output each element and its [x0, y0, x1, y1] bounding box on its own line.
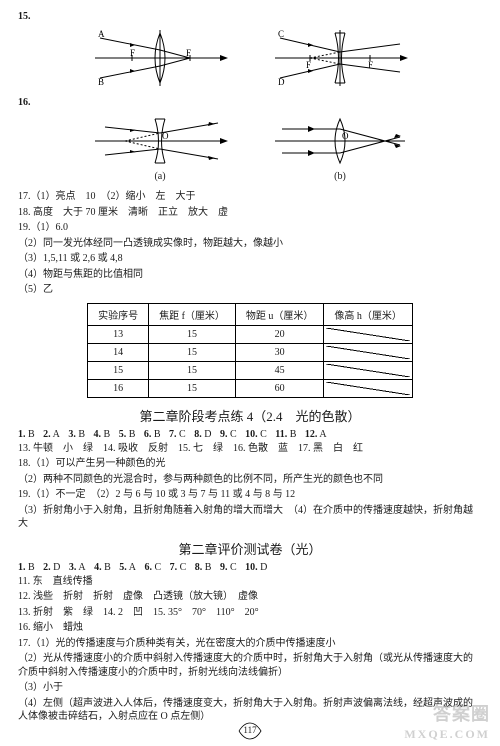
cell-slash: [324, 379, 413, 397]
cell: 60: [235, 379, 324, 397]
cell-slash: [324, 343, 413, 361]
experiment-table: 实验序号 焦距 f（厘米） 物距 u（厘米） 像高 h（厘米） 13 15 20…: [87, 303, 413, 398]
cell: 15: [149, 325, 236, 343]
section-2-4-mc: 1. B 2. A 3. B 4. B 5. B 6. B 7. C 8. D …: [18, 429, 482, 440]
q16-number: 16.: [18, 97, 31, 108]
cell: 20: [235, 325, 324, 343]
cell: 45: [235, 361, 324, 379]
q15-number: 15.: [18, 11, 31, 22]
cell: 15: [149, 379, 236, 397]
q19-5: （5）乙: [18, 283, 482, 297]
cell: 14: [88, 343, 149, 361]
section-2-eval-mc: 1. B 2. D 3. A 4. B 5. A 6. C 7. C 8. B …: [18, 562, 482, 573]
label-F3: F: [306, 60, 311, 70]
cell-slash: [324, 361, 413, 379]
convex-lens-diagram: A B F F: [90, 28, 230, 88]
s2e-q16: 16. 缩小 蜡烛: [18, 621, 482, 635]
th-4: 像高 h（厘米）: [324, 303, 413, 325]
s24-q19: 19.（1）不一定 （2）2 与 6 与 10 或 3 与 7 与 11 或 4…: [18, 488, 482, 502]
cell-slash: [324, 325, 413, 343]
watermark-1: 答案圈: [433, 700, 490, 726]
label-A: A: [98, 29, 105, 39]
label-F1: F: [130, 48, 135, 58]
s2e-q17b: （2）光从传播速度小的介质中斜射入传播速度大的介质中时，折射角大于入射角（或光从…: [18, 652, 482, 679]
q15-diagrams: A B F F C D F F: [18, 28, 482, 88]
cell: 13: [88, 325, 149, 343]
label-B: B: [98, 77, 104, 87]
q16-diagrams: O (a) O (b): [18, 113, 482, 182]
cell: 15: [149, 343, 236, 361]
s2e-q17d: （4）左侧（超声波进入人体后，传播速度变大，折射角大于入射角。折射声波偏离法线，…: [18, 697, 482, 724]
concave-lens-rays-a: O: [90, 113, 230, 168]
section-2-4-title: 第二章阶段考点练 4（2.4 光的色散）: [18, 406, 482, 425]
s2e-q11: 11. 东 直线传播: [18, 575, 482, 589]
s24-q19b: （3）折射角小于入射角，且折射角随着入射角的增大而增大 （4）在介质中的传播速度…: [18, 504, 482, 531]
cell: 16: [88, 379, 149, 397]
label-F4: F: [368, 60, 373, 70]
watermark-2: MXQE.COM: [404, 727, 490, 742]
s2e-q17a: 17.（1）光的传播速度与介质种类有关，光在密度大的介质中传播速度小: [18, 637, 482, 651]
s24-q13: 13. 牛顿 小 绿 14. 吸收 反射 15. 七 绿 16. 色散 蓝 17…: [18, 442, 482, 456]
q19-1: 19.（1）6.0: [18, 221, 482, 235]
q19-2: （2）同一发光体经同一凸透镜成实像时，物距越大，像越小: [18, 237, 482, 251]
page-number: 117: [237, 722, 263, 740]
section-2-eval-title: 第二章评价测试卷（光）: [18, 539, 482, 558]
s2e-q12: 12. 浅些 折射 折射 虚像 凸透镜（放大镜） 虚像: [18, 590, 482, 604]
q16-label-a: (a): [90, 171, 230, 182]
th-2: 焦距 f（厘米）: [149, 303, 236, 325]
label-O-a: O: [162, 131, 169, 141]
label-D: D: [278, 77, 285, 87]
th-1: 实验序号: [88, 303, 149, 325]
s24-q18: 18.（1）可以产生另一种颜色的光: [18, 457, 482, 471]
s2e-q17c: （3）小于: [18, 681, 482, 695]
cell: 15: [88, 361, 149, 379]
q16-label-b: (b): [270, 171, 410, 182]
q19-3: （3）1,5,11 或 2,6 或 4,8: [18, 252, 482, 266]
s2e-q13: 13. 折射 紫 绿 14. 2 凹 15. 35° 70° 110° 20°: [18, 606, 482, 620]
th-3: 物距 u（厘米）: [235, 303, 324, 325]
q17: 17.（1）亮点 10 （2）缩小 左 大于: [18, 190, 482, 204]
label-O-b: O: [342, 131, 349, 141]
s24-q18b: （2）两种不同颜色的光混合时，参与两种颜色的比例不同，所产生光的颜色也不同: [18, 473, 482, 487]
label-C: C: [278, 29, 284, 39]
cell: 15: [149, 361, 236, 379]
q18: 18. 高度 大于 70 厘米 清晰 正立 放大 虚: [18, 206, 482, 220]
concave-lens-diagram: C D F F: [270, 28, 410, 88]
cell: 30: [235, 343, 324, 361]
convex-lens-rays-b: O: [270, 113, 410, 168]
q19-4: （4）物距与焦距的比值相同: [18, 268, 482, 282]
